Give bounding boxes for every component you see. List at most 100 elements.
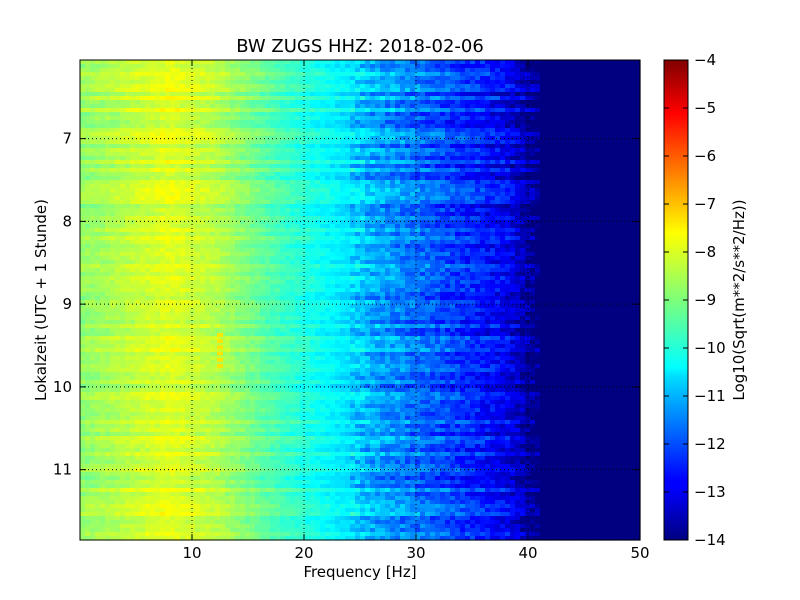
heatmap-cell — [520, 156, 526, 161]
heatmap-cell — [430, 132, 436, 137]
heatmap-cell — [475, 192, 481, 197]
heatmap-cell — [285, 160, 291, 165]
heatmap-cell — [385, 188, 391, 193]
heatmap-cell — [320, 108, 326, 113]
heatmap-cell — [315, 68, 321, 73]
heatmap-cell — [220, 208, 226, 213]
heatmap-cell — [450, 104, 456, 109]
heatmap-cell — [445, 120, 451, 125]
heatmap-cell — [325, 72, 331, 77]
heatmap-cell — [390, 88, 396, 93]
heatmap-cell — [160, 116, 166, 121]
heatmap-cell — [405, 188, 411, 193]
heatmap-cell — [140, 228, 146, 233]
heatmap-cell — [180, 228, 186, 233]
heatmap-cell — [410, 228, 416, 233]
heatmap-cell — [375, 112, 381, 117]
heatmap-cell — [430, 128, 436, 133]
heatmap-cell — [480, 120, 486, 125]
heatmap-cell — [455, 232, 461, 237]
heatmap-cell — [595, 216, 601, 221]
heatmap-cell — [245, 168, 251, 173]
heatmap-cell — [240, 204, 246, 209]
heatmap-cell — [170, 160, 176, 165]
heatmap-cell — [460, 212, 466, 217]
heatmap-cell — [155, 112, 161, 117]
heatmap-cell — [210, 192, 216, 197]
heatmap-cell — [435, 116, 441, 121]
heatmap-cell — [355, 84, 361, 89]
heatmap-cell — [210, 104, 216, 109]
heatmap-cell — [380, 208, 386, 213]
heatmap-cell — [365, 140, 371, 145]
heatmap-cell — [275, 192, 281, 197]
heatmap-cell — [120, 124, 126, 129]
heatmap-cell — [300, 100, 306, 105]
heatmap-cell — [390, 212, 396, 217]
heatmap-cell — [285, 128, 291, 133]
heatmap-cell — [425, 232, 431, 237]
heatmap-cell — [185, 184, 191, 189]
heatmap-cell — [435, 96, 441, 101]
heatmap-cell — [175, 140, 181, 145]
heatmap-cell — [215, 132, 221, 137]
heatmap-cell — [325, 160, 331, 165]
heatmap-cell — [465, 128, 471, 133]
heatmap-cell — [265, 148, 271, 153]
heatmap-cell — [400, 112, 406, 117]
heatmap-cell — [625, 224, 631, 229]
heatmap-cell — [325, 204, 331, 209]
heatmap-cell — [535, 216, 541, 221]
heatmap-cell — [175, 60, 181, 65]
heatmap-cell — [110, 188, 116, 193]
heatmap-cell — [175, 224, 181, 229]
heatmap-cell — [210, 132, 216, 137]
heatmap-cell — [195, 132, 201, 137]
heatmap-cell — [540, 180, 546, 185]
heatmap-cell — [155, 220, 161, 225]
heatmap-cell — [185, 236, 191, 241]
heatmap-cell — [525, 124, 531, 129]
heatmap-cell — [350, 60, 356, 65]
heatmap-cell — [515, 108, 521, 113]
heatmap-cell — [380, 188, 386, 193]
heatmap-cell — [95, 164, 101, 169]
heatmap-cell — [600, 200, 606, 205]
heatmap-cell — [585, 232, 591, 237]
heatmap-cell — [490, 84, 496, 89]
heatmap-cell — [620, 196, 626, 201]
heatmap-cell — [220, 168, 226, 173]
heatmap-cell — [170, 192, 176, 197]
heatmap-cell — [350, 88, 356, 93]
heatmap-cell — [130, 236, 136, 241]
heatmap-cell — [600, 212, 606, 217]
heatmap-cell — [565, 144, 571, 149]
heatmap-cell — [400, 116, 406, 121]
heatmap-cell — [470, 224, 476, 229]
heatmap-cell — [335, 144, 341, 149]
heatmap-cell — [265, 88, 271, 93]
heatmap-cell — [605, 100, 611, 105]
heatmap-cell — [620, 80, 626, 85]
heatmap-cell — [625, 64, 631, 69]
heatmap-cell — [190, 196, 196, 201]
heatmap-cell — [435, 200, 441, 205]
heatmap-cell — [495, 152, 501, 157]
heatmap-cell — [85, 64, 91, 69]
heatmap-cell — [300, 188, 306, 193]
heatmap-cell — [310, 232, 316, 237]
heatmap-cell — [275, 64, 281, 69]
heatmap-cell — [220, 196, 226, 201]
heatmap-cell — [180, 160, 186, 165]
heatmap-cell — [365, 180, 371, 185]
heatmap-cell — [560, 180, 566, 185]
heatmap-cell — [510, 72, 516, 77]
heatmap-cell — [255, 184, 261, 189]
heatmap-cell — [235, 88, 241, 93]
heatmap-cell — [130, 124, 136, 129]
heatmap-cell — [530, 200, 536, 205]
heatmap-cell — [560, 212, 566, 217]
heatmap-cell — [395, 172, 401, 177]
heatmap-cell — [555, 112, 561, 117]
heatmap-cell — [365, 136, 371, 141]
